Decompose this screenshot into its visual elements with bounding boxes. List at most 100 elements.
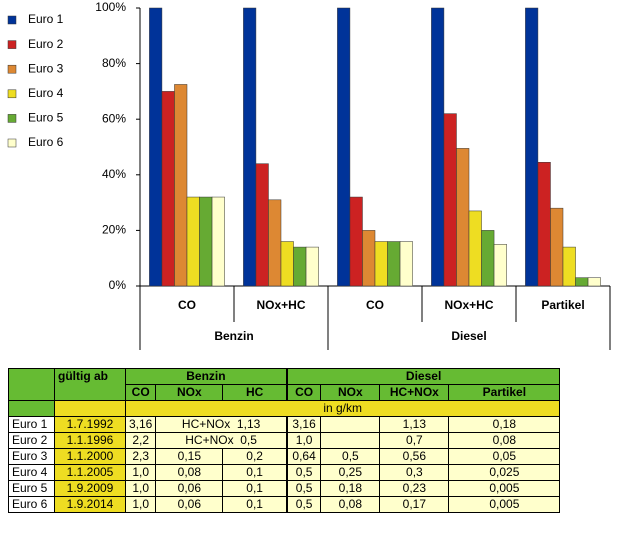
data-cell: 0,08 [155, 464, 224, 481]
data-cell: 0,06 [155, 496, 224, 513]
data-cell: 0,64 [285, 448, 322, 465]
y-tick-label: 100% [95, 0, 126, 14]
legend-swatch [7, 138, 17, 148]
row-label: Euro 2 [8, 432, 55, 449]
group-label: Diesel [451, 329, 486, 343]
table-row: Euro 1 1.7.1992 3,16 HC+NOx 1,13 3,16 1,13 0,1… [8, 416, 561, 433]
bar [374, 241, 388, 287]
bar [387, 241, 401, 287]
data-cell: 3,16 [124, 416, 157, 433]
bar [211, 196, 225, 287]
bar [199, 196, 213, 287]
data-cell: 0,1 [222, 464, 288, 481]
date-cell: 1.9.2014 [54, 496, 126, 513]
data-cell: 0,18 [320, 480, 381, 497]
data-cell: 2,2 [124, 432, 157, 449]
data-cell: 0,18 [448, 416, 561, 433]
table-row: Euro 6 1.9.2014 1,0 0,06 0,1 0,5 0,08 0,17 0,005 [8, 496, 561, 513]
bar [493, 244, 507, 287]
table-row: Euro 2 1.1.1996 2,2 HC+NOx 0,5 1,0 0,7 0,08 [8, 432, 561, 449]
legend-swatch [7, 64, 17, 74]
sub-header: HC+NOx [379, 384, 450, 401]
bar [305, 246, 319, 287]
data-cell: 0,005 [448, 496, 561, 513]
bar [255, 163, 269, 287]
data-cell: 0,23 [379, 480, 450, 497]
data-cell: 0,08 [320, 496, 381, 513]
table-row: gültig ab Benzin Diesel [8, 368, 561, 401]
data-cell: 0,17 [379, 496, 450, 513]
legend-swatch [7, 15, 17, 25]
data-cell: 0,025 [448, 464, 561, 481]
y-tick-label: 20% [102, 223, 126, 237]
data-cell: 0,5 [285, 480, 322, 497]
chart: 0% 20% 40% 60% 80% 100% CO NOx+HC Benzin CO NOx+HC… [7, 0, 611, 350]
x-tick-label: CO [366, 298, 384, 312]
data-cell: 0,7 [379, 432, 450, 449]
data-cell: 2,3 [124, 448, 157, 465]
data-cell: 0,5 [320, 448, 381, 465]
data-cell [320, 432, 381, 449]
bar [468, 210, 482, 287]
date-cell: 1.7.1992 [54, 416, 126, 433]
legend-label: Euro 4 [28, 86, 64, 100]
legend-label: Euro 1 [28, 12, 64, 26]
date-cell: 1.9.2009 [54, 480, 126, 497]
table-row: Euro 5 1.9.2009 1,0 0,06 0,1 0,5 0,18 0,23 0,005 [8, 480, 561, 497]
label-cell [8, 400, 55, 417]
date-cell: 1.1.2005 [54, 464, 126, 481]
group-header: Benzin [124, 368, 288, 385]
data-cell: HC+NOx 1,13 [155, 416, 288, 433]
bar [161, 91, 175, 287]
bar [562, 246, 576, 287]
bar [587, 277, 601, 287]
bar [456, 148, 470, 287]
legend-swatch [7, 40, 17, 49]
y-tick-label: 0% [109, 278, 127, 292]
data-cell: 0,3 [379, 464, 450, 481]
bar [399, 241, 413, 287]
emission-table: gültig ab Benzin Diesel CO NOx HC CO NOx HC+NOx P… [8, 368, 561, 513]
table-row: Euro 4 1.1.2005 1,0 0,08 0,1 0,5 0,25 0,3 0,025 [8, 464, 561, 481]
bar [268, 199, 282, 287]
bar [537, 162, 551, 287]
date-cell: 1.1.1996 [54, 432, 126, 449]
data-cell: 1,0 [124, 480, 157, 497]
row-label: Euro 3 [8, 448, 55, 465]
data-cell: 1,0 [285, 432, 322, 449]
y-tick-label: 80% [102, 56, 126, 70]
row-label: Euro 5 [8, 480, 55, 497]
legend-label: Euro 2 [28, 37, 64, 51]
x-tick-label: CO [178, 298, 196, 312]
bar [186, 196, 200, 287]
bar [362, 230, 376, 287]
data-cell: 1,13 [379, 416, 450, 433]
data-cell: 0,2 [222, 448, 288, 465]
data-cell: 0,08 [448, 432, 561, 449]
table-row: in g/km [8, 400, 561, 417]
row-label: Euro 1 [8, 416, 55, 433]
data-cell: 3,16 [285, 416, 322, 433]
sub-header: NOx [155, 384, 224, 401]
x-tick-label: NOx+HC [444, 298, 493, 312]
legend-label: Euro 3 [28, 61, 64, 75]
data-cell: 1,0 [124, 464, 157, 481]
data-cell: 0,1 [222, 480, 288, 497]
row-label: Euro 6 [8, 496, 55, 513]
unit-cell: in g/km [124, 400, 561, 417]
group-header: Diesel [285, 368, 561, 385]
sub-header: Partikel [448, 384, 561, 401]
data-cell: 1,0 [124, 496, 157, 513]
legend-label: Euro 6 [28, 135, 64, 149]
legend-label: Euro 5 [28, 111, 64, 125]
bar [431, 7, 445, 287]
bar [337, 7, 351, 287]
row-label: Euro 4 [8, 464, 55, 481]
bar [293, 246, 307, 287]
group-label: Benzin [214, 329, 253, 343]
bar [575, 277, 589, 287]
data-cell: 0,06 [155, 480, 224, 497]
legend-swatch [7, 89, 17, 99]
table-row: Euro 3 1.1.2000 2,3 0,15 0,2 0,64 0,5 0,56 0,05 [8, 448, 561, 465]
